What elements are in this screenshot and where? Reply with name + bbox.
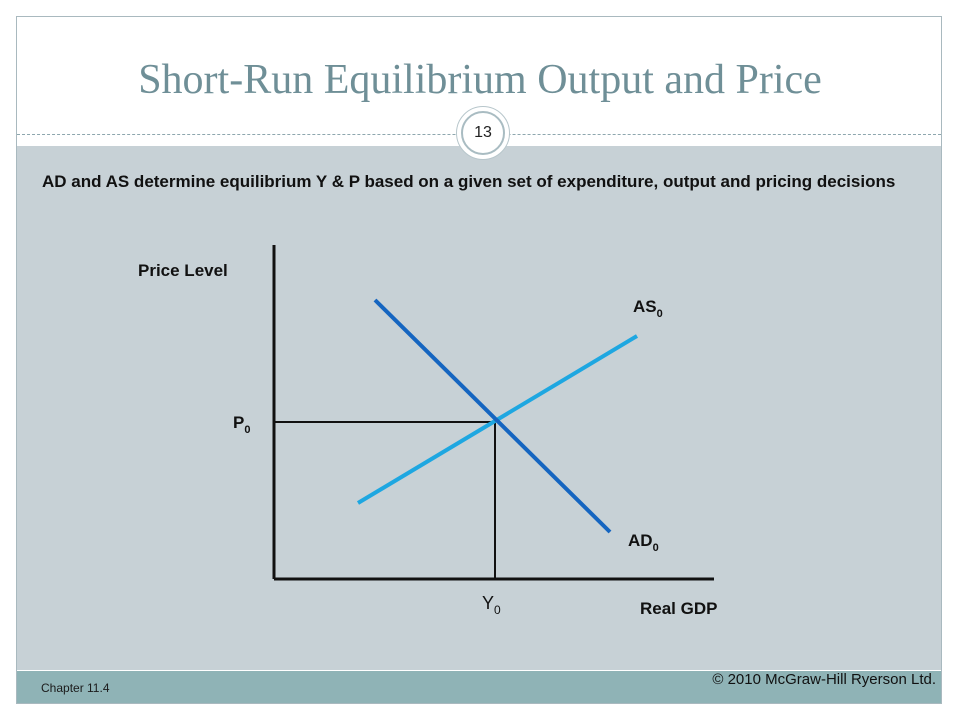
ad-curve-label: AD0: [628, 531, 659, 554]
content-panel: [17, 146, 941, 670]
as-curve-label: AS0: [633, 297, 663, 320]
page-number: 13: [474, 124, 492, 141]
intro-text: AD and AS determine equilibrium Y & P ba…: [42, 172, 896, 191]
x-axis-label: Real GDP: [640, 599, 717, 618]
slide-title: Short-Run Equilibrium Output and Price: [138, 57, 822, 103]
equilibrium-price-label: P0: [233, 413, 250, 436]
page-number-badge: 13: [456, 106, 510, 160]
ad-curve: [373, 298, 612, 534]
equilibrium-output-label: Y0: [482, 593, 501, 617]
footer-bar: [17, 671, 941, 703]
y-axis-label: Price Level: [138, 261, 228, 280]
chapter-label: Chapter 11.4: [41, 681, 110, 695]
copyright-text: © 2010 McGraw-Hill Ryerson Ltd.: [712, 671, 936, 688]
